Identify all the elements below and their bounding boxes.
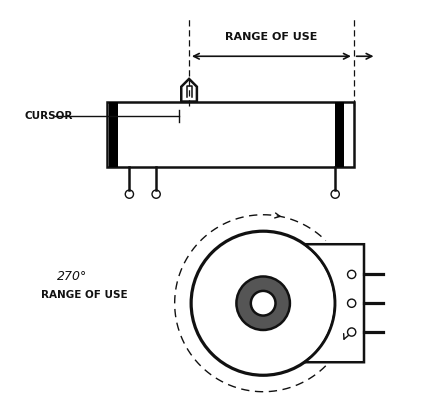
Circle shape bbox=[191, 231, 335, 375]
Polygon shape bbox=[335, 102, 344, 167]
Circle shape bbox=[348, 270, 356, 278]
Text: 270°: 270° bbox=[57, 270, 87, 283]
Text: CURSOR: CURSOR bbox=[24, 111, 73, 121]
Text: RANGE OF USE: RANGE OF USE bbox=[225, 32, 317, 42]
Circle shape bbox=[125, 190, 134, 198]
Polygon shape bbox=[305, 244, 364, 362]
Circle shape bbox=[348, 299, 356, 307]
Circle shape bbox=[236, 276, 290, 330]
Polygon shape bbox=[181, 79, 197, 102]
Circle shape bbox=[348, 328, 356, 336]
Polygon shape bbox=[109, 102, 118, 167]
Circle shape bbox=[152, 190, 160, 198]
Text: RANGE OF USE: RANGE OF USE bbox=[41, 290, 127, 300]
Circle shape bbox=[251, 291, 276, 316]
Circle shape bbox=[331, 190, 339, 198]
Polygon shape bbox=[107, 102, 354, 167]
